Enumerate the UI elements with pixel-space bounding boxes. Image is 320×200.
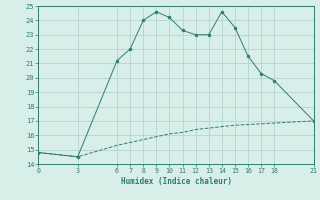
X-axis label: Humidex (Indice chaleur): Humidex (Indice chaleur) bbox=[121, 177, 231, 186]
